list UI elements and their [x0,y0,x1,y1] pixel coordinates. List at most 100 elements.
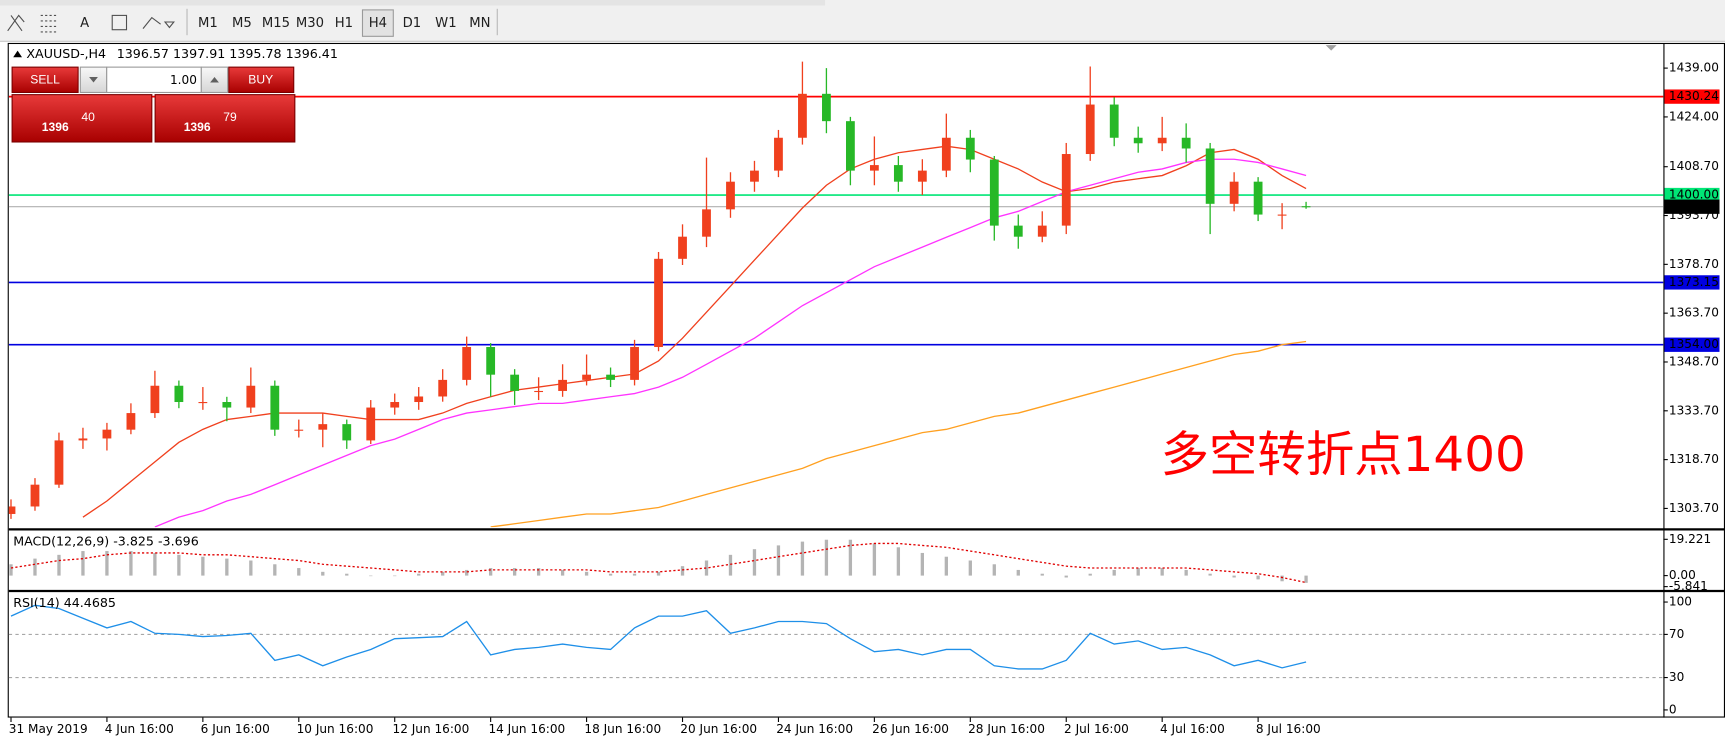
macd-bar [1160,568,1164,576]
macd-bar [417,573,421,576]
sell-button[interactable] [11,66,79,93]
timeframe-button[interactable]: M15 [262,16,290,31]
candle-body [917,170,927,182]
x-tick-label: 6 Jun 16:00 [201,722,270,736]
timeframe-button[interactable]: M1 [198,16,218,31]
timeframe-button[interactable]: D1 [403,16,422,31]
timeframe-button[interactable]: M5 [232,16,252,31]
shift-marker [1325,45,1337,51]
lot-up-arrow[interactable] [210,77,219,83]
timeframe-button[interactable]: W1 [435,16,456,31]
macd-bar [800,541,805,576]
arrows-icon[interactable] [142,16,175,29]
macd-bar [1208,573,1212,576]
macd-bar [728,554,733,576]
x-tick-label: 4 Jul 16:00 [1160,722,1225,736]
x-tick-label: 2 Jul 16:00 [1064,722,1129,736]
candle-body [486,347,496,375]
timeframe-button[interactable]: H4 [369,16,387,31]
ask-box[interactable] [154,94,296,143]
candle-body [558,379,568,391]
macd-bar [896,547,901,576]
macd-bar [393,575,397,577]
signal-line [10,542,1307,584]
candle-body [1013,225,1023,237]
label-icon[interactable] [111,14,128,31]
timeframe-button[interactable]: MN [469,16,490,31]
candle-body [366,407,376,441]
candle-body [582,374,591,380]
bid-box[interactable] [11,94,153,143]
fibo-fan-icon[interactable] [40,14,59,33]
buy-button[interactable] [228,66,295,93]
lot-value[interactable]: 1.00 [170,73,197,87]
level-label-box [1664,275,1720,290]
candle-body [198,402,208,404]
chart-header: XAUUSD-,H4 1396.57 1397.91 1395.78 1396.… [26,45,337,60]
candle-body [1205,148,1215,204]
macd-bar [512,568,517,576]
candle-body [965,137,975,160]
macd-bar [536,568,541,576]
candle-body [1277,214,1287,216]
x-tick-label: 20 Jun 16:00 [680,722,757,736]
x-tick-label: 4 Jun 16:00 [105,722,174,736]
macd-bar [129,551,133,576]
collapse-arrow[interactable] [13,50,23,58]
timeframe-button[interactable]: H1 [335,16,353,31]
macd-bar [105,551,109,576]
timeframe-button[interactable]: M30 [296,16,324,31]
level-label: 1400.00 [1669,188,1719,202]
y-tick-label: 1348.70 [1669,354,1719,368]
y-tick-label: 1378.70 [1669,257,1719,271]
macd-title: MACD(12,26,9) [13,533,109,548]
ask-big[interactable]: 1396 [184,120,211,134]
x-tick-label: 26 Jun 16:00 [872,722,949,736]
macd-bar [968,560,972,576]
x-tick-label: 24 Jun 16:00 [776,722,853,736]
macd-bar [1112,569,1116,576]
bid-small[interactable]: 40 [81,110,95,124]
candle-body [342,424,352,441]
macd-bar [560,569,565,576]
candle-body [774,137,783,171]
active-timeframe[interactable] [361,9,394,37]
candle-body [1085,104,1095,155]
macd-bar [465,569,469,576]
sell-label[interactable]: SELL [30,73,60,87]
draw-tools[interactable] [7,14,175,33]
buy-label[interactable]: BUY [248,73,273,87]
text-tool[interactable]: A [80,16,89,31]
macd-bar [57,554,61,576]
open: 1396.57 [117,45,169,60]
x-tick-label: 14 Jun 16:00 [488,722,565,736]
macd-bar [824,539,829,576]
candle-body [54,440,64,485]
candle-body [1037,225,1047,237]
lot-down-arrow[interactable] [89,77,98,83]
candle-body [654,258,663,348]
macd-bar [776,545,781,576]
macd-header: MACD(12,26,9) -3.825 -3.696 [13,533,199,548]
macd-bar [1280,575,1284,582]
lot-field[interactable] [106,66,202,93]
rsi-header: RSI(14) 44.4685 [13,595,116,610]
fibo-icon[interactable] [7,14,25,32]
candle-body [174,385,184,403]
toolbar [0,0,1725,42]
macd-bar [441,571,445,576]
macd-bar [848,539,853,576]
close: 1396.41 [286,45,338,60]
candle-body [222,402,232,408]
candle-body [126,413,136,430]
y-tick-label: 1408.70 [1669,159,1719,173]
macd-bar [1304,575,1308,583]
candle-body [8,506,16,514]
macd-bar [584,571,589,576]
level-label: 1373.15 [1669,275,1719,289]
macd-bar [225,558,229,576]
bid-big[interactable]: 1396 [42,120,69,134]
ask-small[interactable]: 79 [223,110,237,124]
candle-body [462,347,472,380]
high: 1397.91 [173,45,225,60]
